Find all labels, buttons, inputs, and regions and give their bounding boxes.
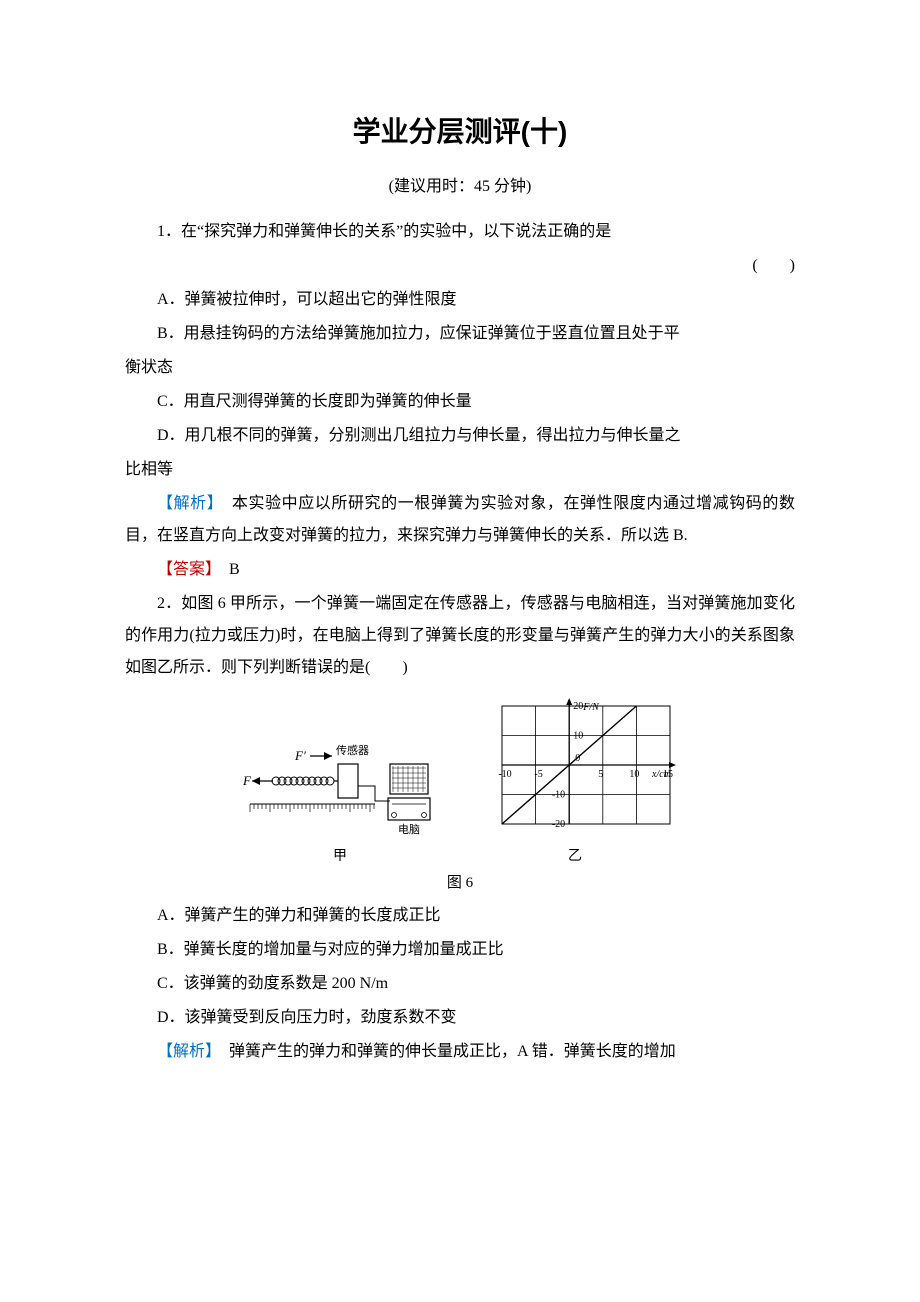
figure-left: F F′ 传感器电脑 甲 [240, 726, 440, 865]
svg-text:15: 15 [663, 769, 673, 780]
svg-text:F′: F′ [294, 748, 306, 763]
svg-text:-20: -20 [552, 819, 565, 830]
svg-text:10: 10 [573, 731, 583, 742]
force-deformation-chart: F/Nx/cm-10-5510150-20-101020 [470, 696, 680, 836]
svg-text:F/N: F/N [582, 702, 600, 713]
q1-explain: 【解析】 本实验中应以所研究的一根弹簧为实验对象，在弹性限度内通过增减钩码的数目… [125, 488, 795, 552]
explain-label: 【解析】 [157, 495, 215, 512]
explain-text: 弹簧产生的弹力和弹簧的伸长量成正比，A 错．弹簧长度的增加 [213, 1043, 676, 1060]
svg-text:电脑: 电脑 [398, 823, 420, 836]
q2-stem: 2．如图 6 甲所示，一个弹簧一端固定在传感器上，传感器与电脑相连，当对弹簧施加… [125, 588, 795, 684]
svg-text:5: 5 [598, 769, 603, 780]
q1-blank: ( ) [125, 250, 795, 282]
explain-label: 【解析】 [157, 1043, 213, 1060]
svg-text:F: F [242, 773, 252, 788]
figure-right: F/Nx/cm-10-5510150-20-101020 乙 [470, 696, 680, 865]
figure-label: 图 6 [125, 871, 795, 892]
q2-optB: B．弹簧长度的增加量与对应的弹力增加量成正比 [125, 934, 795, 966]
q1-answer: 【答案】 B [125, 554, 795, 586]
explain-text: 本实验中应以所研究的一根弹簧为实验对象，在弹性限度内通过增减钩码的数目，在竖直方… [125, 495, 795, 544]
q1-optD-1: D．用几根不同的弹簧，分别测出几组拉力与伸长量，得出拉力与伸长量之 [125, 420, 795, 452]
answer-label: 【答案】 [157, 561, 213, 578]
answer-text: B [213, 561, 240, 578]
svg-text:-5: -5 [534, 769, 542, 780]
svg-text:20: 20 [573, 701, 583, 712]
q1-optB-2: 衡状态 [125, 352, 795, 384]
q2-optA: A．弹簧产生的弹力和弹簧的长度成正比 [125, 900, 795, 932]
q1-stem: 1．在“探究弹力和弹簧伸长的关系”的实验中，以下说法正确的是 [125, 216, 795, 248]
spring-sensor-diagram: F F′ 传感器电脑 [240, 726, 440, 836]
page-title: 学业分层测评(十) [125, 110, 795, 150]
q1-optB-1: B．用悬挂钩码的方法给弹簧施加拉力，应保证弹簧位于竖直位置且处于平 [125, 318, 795, 350]
svg-text:传感器: 传感器 [336, 744, 369, 757]
svg-text:-10: -10 [498, 769, 511, 780]
svg-text:10: 10 [629, 769, 639, 780]
subcaption-left: 甲 [240, 845, 440, 865]
q1-optD-2: 比相等 [125, 454, 795, 486]
q2-explain: 【解析】 弹簧产生的弹力和弹簧的伸长量成正比，A 错．弹簧长度的增加 [125, 1036, 795, 1068]
svg-text:-10: -10 [552, 790, 565, 801]
time-note: (建议用时：45 分钟) [125, 172, 795, 196]
q2-optC: C．该弹簧的劲度系数是 200 N/m [125, 968, 795, 1000]
q1-optC: C．用直尺测得弹簧的长度即为弹簧的伸长量 [125, 386, 795, 418]
q1-optA: A．弹簧被拉伸时，可以超出它的弹性限度 [125, 284, 795, 316]
q2-optD: D．该弹簧受到反向压力时，劲度系数不变 [125, 1002, 795, 1034]
figure-6: FF′传感器电脑 甲 F/Nx/cm-10-5510150-20-101020 … [125, 696, 795, 892]
subcaption-right: 乙 [470, 845, 680, 865]
